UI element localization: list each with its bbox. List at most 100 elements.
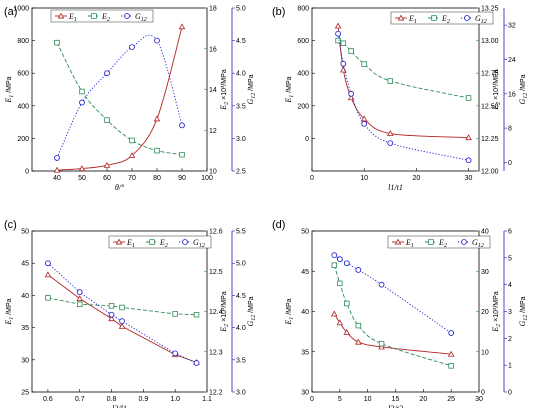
y-right2-tick-label: 16: [508, 91, 516, 98]
data-point-e2: [465, 95, 472, 101]
data-point-g12: [129, 44, 135, 50]
data-point-g12: [448, 330, 455, 336]
y-right2-axis-label: G12 /MPa: [518, 74, 529, 104]
y-right2-tick-label: 5.0: [236, 6, 246, 13]
panel-label: (d): [272, 219, 285, 231]
y-right1-axis-label: E2 ×10³/MPa: [491, 69, 502, 110]
x-tick-label: 0.6: [43, 396, 53, 403]
data-point-g12: [348, 90, 355, 97]
y-right1-tick-label: 14: [209, 87, 217, 94]
x-tick-label: 80: [153, 175, 161, 182]
legend-marker-e2: [428, 239, 434, 245]
series-line-e2: [333, 265, 452, 367]
y-right1-tick-label: 12: [209, 128, 217, 135]
x-tick-label: 100: [201, 175, 213, 182]
y-right2-tick-label: 4.5: [236, 293, 246, 300]
data-point-e2: [119, 304, 125, 311]
data-point-e2: [348, 48, 354, 54]
legend-label-e2: E2: [441, 14, 450, 25]
data-point-g12: [45, 260, 51, 267]
data-point-e2: [129, 137, 135, 144]
data-point-e2: [193, 311, 200, 318]
data-point-e2: [355, 322, 362, 329]
legend: E1 E2 G12: [108, 235, 212, 249]
data-point-e1: [76, 295, 84, 302]
data-point-e2: [108, 303, 115, 309]
y-right2-tick-label: 6: [508, 229, 512, 236]
data-point-e2: [45, 295, 51, 301]
legend-box: [387, 235, 491, 249]
y-left-tick-label: 40: [21, 293, 29, 300]
y-left-tick-label: 45: [301, 269, 309, 276]
data-point-g12: [79, 99, 85, 106]
y-left-axis-label: E1 /MPa: [284, 298, 295, 325]
data-point-e2: [387, 78, 394, 84]
x-tick-label: 20: [412, 175, 420, 182]
x-tick-label: 0.9: [138, 396, 148, 403]
series-line-e1: [47, 274, 197, 363]
panel-d: 05101520253030354045500102030400123456l2…: [272, 219, 529, 408]
series-line-e1: [337, 25, 469, 139]
y-right1-tick-label: 20: [481, 309, 489, 316]
data-point-e1: [355, 338, 362, 345]
y-left-tick-label: 30: [301, 390, 309, 397]
data-point-g12: [172, 350, 179, 357]
y-right2-tick-label: 24: [508, 57, 516, 64]
x-tick-label: 0: [310, 175, 314, 182]
legend-label-g12: G12: [472, 238, 484, 249]
y-right2-axis-label: G12 /MPa: [518, 296, 529, 326]
x-tick-label: 30: [475, 396, 483, 403]
y-left-tick-label: 400: [17, 103, 29, 110]
x-tick-label: 25: [447, 396, 455, 403]
y-left-axis-label: E1 /MPa: [4, 76, 15, 103]
series-line-g12: [56, 34, 183, 159]
y-right1-axis-label: E2 ×10³/MPa: [219, 69, 230, 110]
data-point-g12: [104, 70, 110, 77]
series-line-g12: [334, 254, 452, 334]
legend-label-e1: E1: [68, 12, 77, 23]
panel-b: 0 10 20 30 0 200 400 600 800 12.00 12.25 12.50 12.75…: [272, 6, 529, 193]
data-point-g12: [387, 140, 394, 146]
series-line-e1: [333, 313, 452, 355]
x-tick-label: 90: [178, 175, 186, 182]
data-point-e2: [335, 37, 341, 44]
y-right1-tick-label: 12.3: [209, 349, 223, 356]
data-point-e2: [54, 39, 60, 46]
data-point-g12: [465, 157, 472, 164]
series-line-g12: [47, 262, 197, 364]
legend-marker-e1: [394, 238, 402, 245]
data-point-e2: [361, 61, 367, 67]
data-point-g12: [54, 155, 60, 161]
legend-label-e1: E1: [408, 14, 417, 25]
y-right2-tick-label: 3.0: [236, 136, 246, 143]
y-right1-tick-label: 30: [481, 269, 489, 276]
y-left-tick-label: 800: [297, 6, 309, 13]
legend: E1 E2 G12: [50, 9, 154, 23]
y-left-tick-label: 800: [17, 38, 29, 45]
data-point-e2: [340, 40, 347, 46]
y-right2-tick-label: 4.5: [236, 38, 246, 45]
legend-box: [390, 11, 494, 25]
data-point-e2: [344, 300, 350, 307]
legend-box: [108, 235, 212, 249]
x-tick-label: 20: [419, 396, 427, 403]
y-left-tick-label: 600: [297, 38, 309, 45]
x-axis-label: l2/t2: [388, 404, 403, 408]
y-right2-tick-label: 0: [508, 160, 512, 167]
y-right1-tick-label: 10: [481, 349, 489, 356]
series-line-e1: [56, 26, 183, 171]
y-right2-tick-label: 4.0: [236, 71, 246, 78]
legend-label-g12: G12: [475, 14, 487, 25]
data-point-g12: [331, 252, 338, 259]
data-point-e1: [153, 115, 161, 122]
data-point-g12: [340, 60, 347, 67]
y-right2-tick-label: 0: [508, 390, 512, 397]
x-tick-label: 10: [364, 396, 372, 403]
y-right2-tick-label: 3: [508, 309, 512, 316]
data-point-e2: [331, 262, 338, 268]
y-right2-axis-label: G12 /MPa: [246, 74, 257, 104]
y-right2-tick-label: 3.0: [236, 390, 246, 397]
data-point-e1: [360, 115, 368, 122]
y-right2-tick-label: 5.0: [236, 261, 246, 268]
